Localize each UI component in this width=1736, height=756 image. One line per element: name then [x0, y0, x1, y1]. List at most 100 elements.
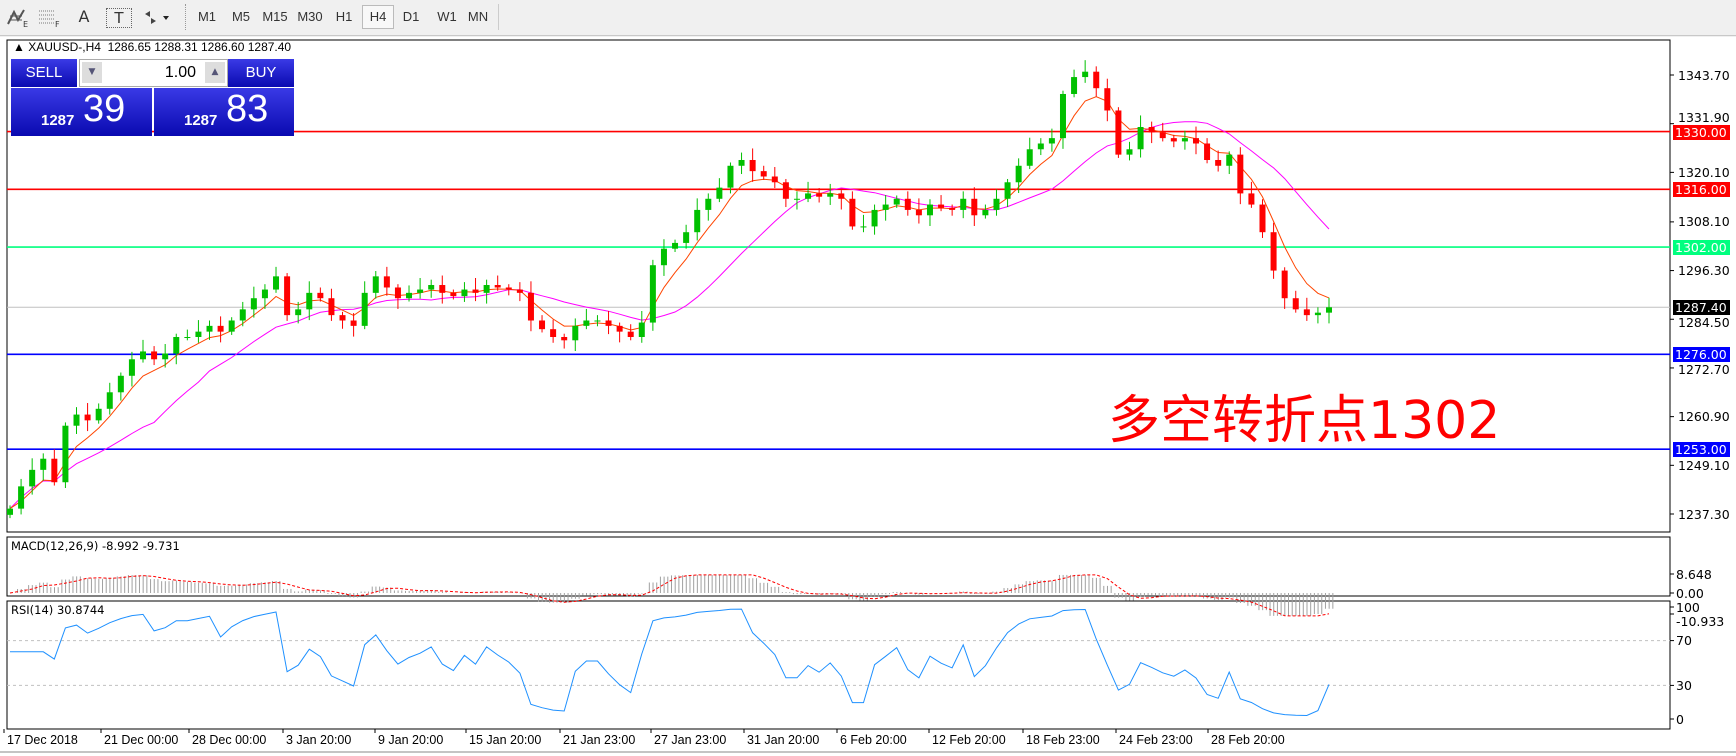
candle-body: [18, 486, 25, 509]
candle-body: [627, 331, 634, 338]
price-tick-label: 1343.70: [1678, 67, 1730, 83]
candle-body: [472, 289, 479, 293]
macd-label: MACD(12,26,9) -8.992 -9.731: [11, 539, 180, 553]
candle-body: [1115, 110, 1122, 155]
candle-body: [417, 289, 424, 293]
macd-signal-line: [9, 574, 1330, 617]
candle-body: [1259, 204, 1266, 233]
candle-body: [1270, 232, 1277, 271]
candle-body: [306, 292, 313, 310]
macd-tick-label: 8.648: [1676, 566, 1712, 582]
candle-body: [915, 209, 922, 216]
candle-body: [483, 285, 490, 293]
rsi-pane-frame: [6, 600, 1671, 730]
collapse-triangle-icon[interactable]: ▲: [13, 40, 25, 54]
timeframe-w1[interactable]: W1: [437, 9, 457, 24]
candle-body: [273, 276, 280, 290]
lot-size-input[interactable]: 1.00: [164, 64, 196, 81]
candle-body: [738, 159, 745, 166]
time-axis-label: 21 Jan 23:00: [563, 733, 636, 747]
price-tick-label: 1249.10: [1678, 457, 1730, 473]
candle-body: [406, 292, 413, 299]
candle-body: [84, 414, 91, 421]
candle-body: [505, 287, 512, 290]
candle-body: [827, 193, 834, 197]
fibonacci-grid-icon[interactable]: F: [36, 6, 62, 29]
candle-body: [638, 322, 645, 338]
chart-annotation[interactable]: 多空转折点1302: [1108, 391, 1501, 451]
level-price-tag: 1276.00: [1673, 347, 1730, 363]
rsi-tick-label: 30: [1676, 677, 1692, 693]
chart-window[interactable]: [0, 37, 1736, 756]
candle-body: [62, 425, 69, 483]
level-price-tag: 1302.00: [1673, 240, 1730, 256]
time-axis-label: 17 Dec 2018: [7, 733, 78, 747]
buy-price-button[interactable]: 1287 83: [154, 88, 294, 136]
price-tick-label: 1284.50: [1678, 315, 1730, 331]
candle-body: [705, 198, 712, 210]
candle-body: [1281, 270, 1288, 299]
timeframe-m5[interactable]: M5: [231, 9, 251, 24]
candle-body: [1215, 159, 1222, 166]
candle-body: [106, 392, 113, 409]
buy-button[interactable]: BUY: [228, 59, 294, 87]
timeframe-m30[interactable]: M30: [297, 9, 323, 24]
candle-body: [1093, 71, 1100, 89]
candle-body: [1226, 154, 1233, 166]
candle-body: [1170, 138, 1177, 142]
toolbar-separator: [498, 4, 499, 30]
candle-body: [40, 458, 47, 470]
candle-body: [1037, 143, 1044, 150]
candle-body: [1148, 126, 1155, 133]
time-axis-label: 21 Dec 00:00: [104, 733, 179, 747]
candle-body: [361, 292, 368, 326]
candle-body: [261, 289, 268, 299]
candle-body: [95, 408, 102, 421]
lot-decrease-icon[interactable]: ▼: [82, 62, 102, 83]
sell-price-prefix: 1287: [41, 112, 75, 129]
candle-body: [317, 292, 324, 299]
candle-body: [871, 209, 878, 227]
buy-price-prefix: 1287: [184, 112, 218, 129]
candle-body: [949, 207, 956, 210]
timeframe-m15[interactable]: M15: [262, 9, 288, 24]
timeframe-h4[interactable]: H4: [362, 5, 394, 29]
candle-body: [29, 469, 36, 487]
timeframe-h1[interactable]: H1: [335, 9, 353, 24]
text-icon[interactable]: A: [78, 7, 90, 26]
candle-body: [117, 375, 124, 393]
sell-button[interactable]: SELL: [11, 59, 77, 87]
candle-body: [339, 315, 346, 321]
candle-body: [383, 276, 390, 288]
candle-body: [527, 292, 534, 321]
candle-body: [672, 242, 679, 249]
lot-increase-icon[interactable]: ▲: [205, 62, 225, 83]
candle-body: [284, 276, 291, 316]
candle-body: [1104, 88, 1111, 111]
candle-body: [516, 289, 523, 293]
candle-body: [350, 320, 357, 326]
buy-price-pips: 83: [226, 88, 269, 130]
macd-pane-frame: [6, 536, 1671, 597]
text-label-icon[interactable]: T: [106, 8, 132, 28]
candle-body: [926, 204, 933, 216]
elliott-wave-icon[interactable]: E: [4, 6, 30, 29]
level-price-tag: 1316.00: [1673, 182, 1730, 198]
timeframe-mn[interactable]: MN: [467, 9, 489, 24]
lot-size-stepper[interactable]: ▼ 1.00 ▲: [79, 59, 228, 87]
candle-body: [73, 414, 80, 426]
arrows-dropdown-icon[interactable]: [142, 6, 172, 28]
candle-body: [1303, 309, 1310, 316]
candle-body: [173, 337, 180, 354]
timeframe-d1[interactable]: D1: [402, 9, 420, 24]
sell-price-button[interactable]: 1287 39: [11, 88, 152, 136]
candle-body: [993, 198, 1000, 210]
time-axis-label: 18 Feb 23:00: [1026, 733, 1100, 747]
chart-header: ▲ XAUUSD-,H4 1286.65 1288.31 1286.60 128…: [13, 40, 291, 54]
timeframe-m1[interactable]: M1: [197, 9, 217, 24]
candle-body: [893, 198, 900, 205]
candle-body: [838, 193, 845, 199]
time-axis-label: 15 Jan 20:00: [469, 733, 542, 747]
price-tick-label: 1308.10: [1678, 214, 1730, 230]
